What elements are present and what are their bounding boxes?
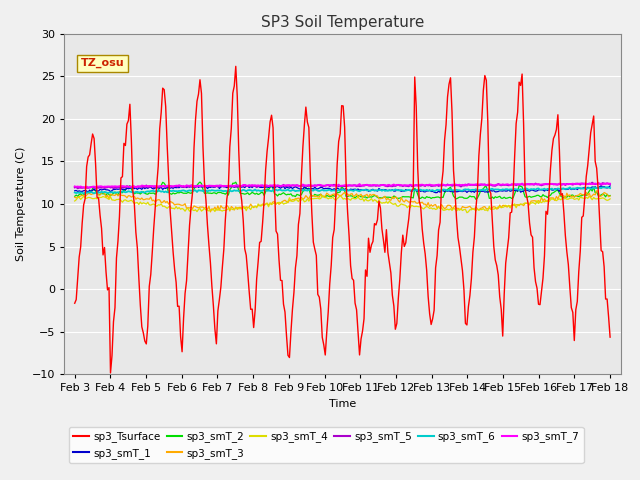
Y-axis label: Soil Temperature (C): Soil Temperature (C) <box>16 147 26 261</box>
Legend: sp3_Tsurface, sp3_smT_1, sp3_smT_2, sp3_smT_3, sp3_smT_4, sp3_smT_5, sp3_smT_6, : sp3_Tsurface, sp3_smT_1, sp3_smT_2, sp3_… <box>69 427 584 463</box>
Title: SP3 Soil Temperature: SP3 Soil Temperature <box>260 15 424 30</box>
X-axis label: Time: Time <box>329 399 356 409</box>
Text: TZ_osu: TZ_osu <box>81 58 124 68</box>
